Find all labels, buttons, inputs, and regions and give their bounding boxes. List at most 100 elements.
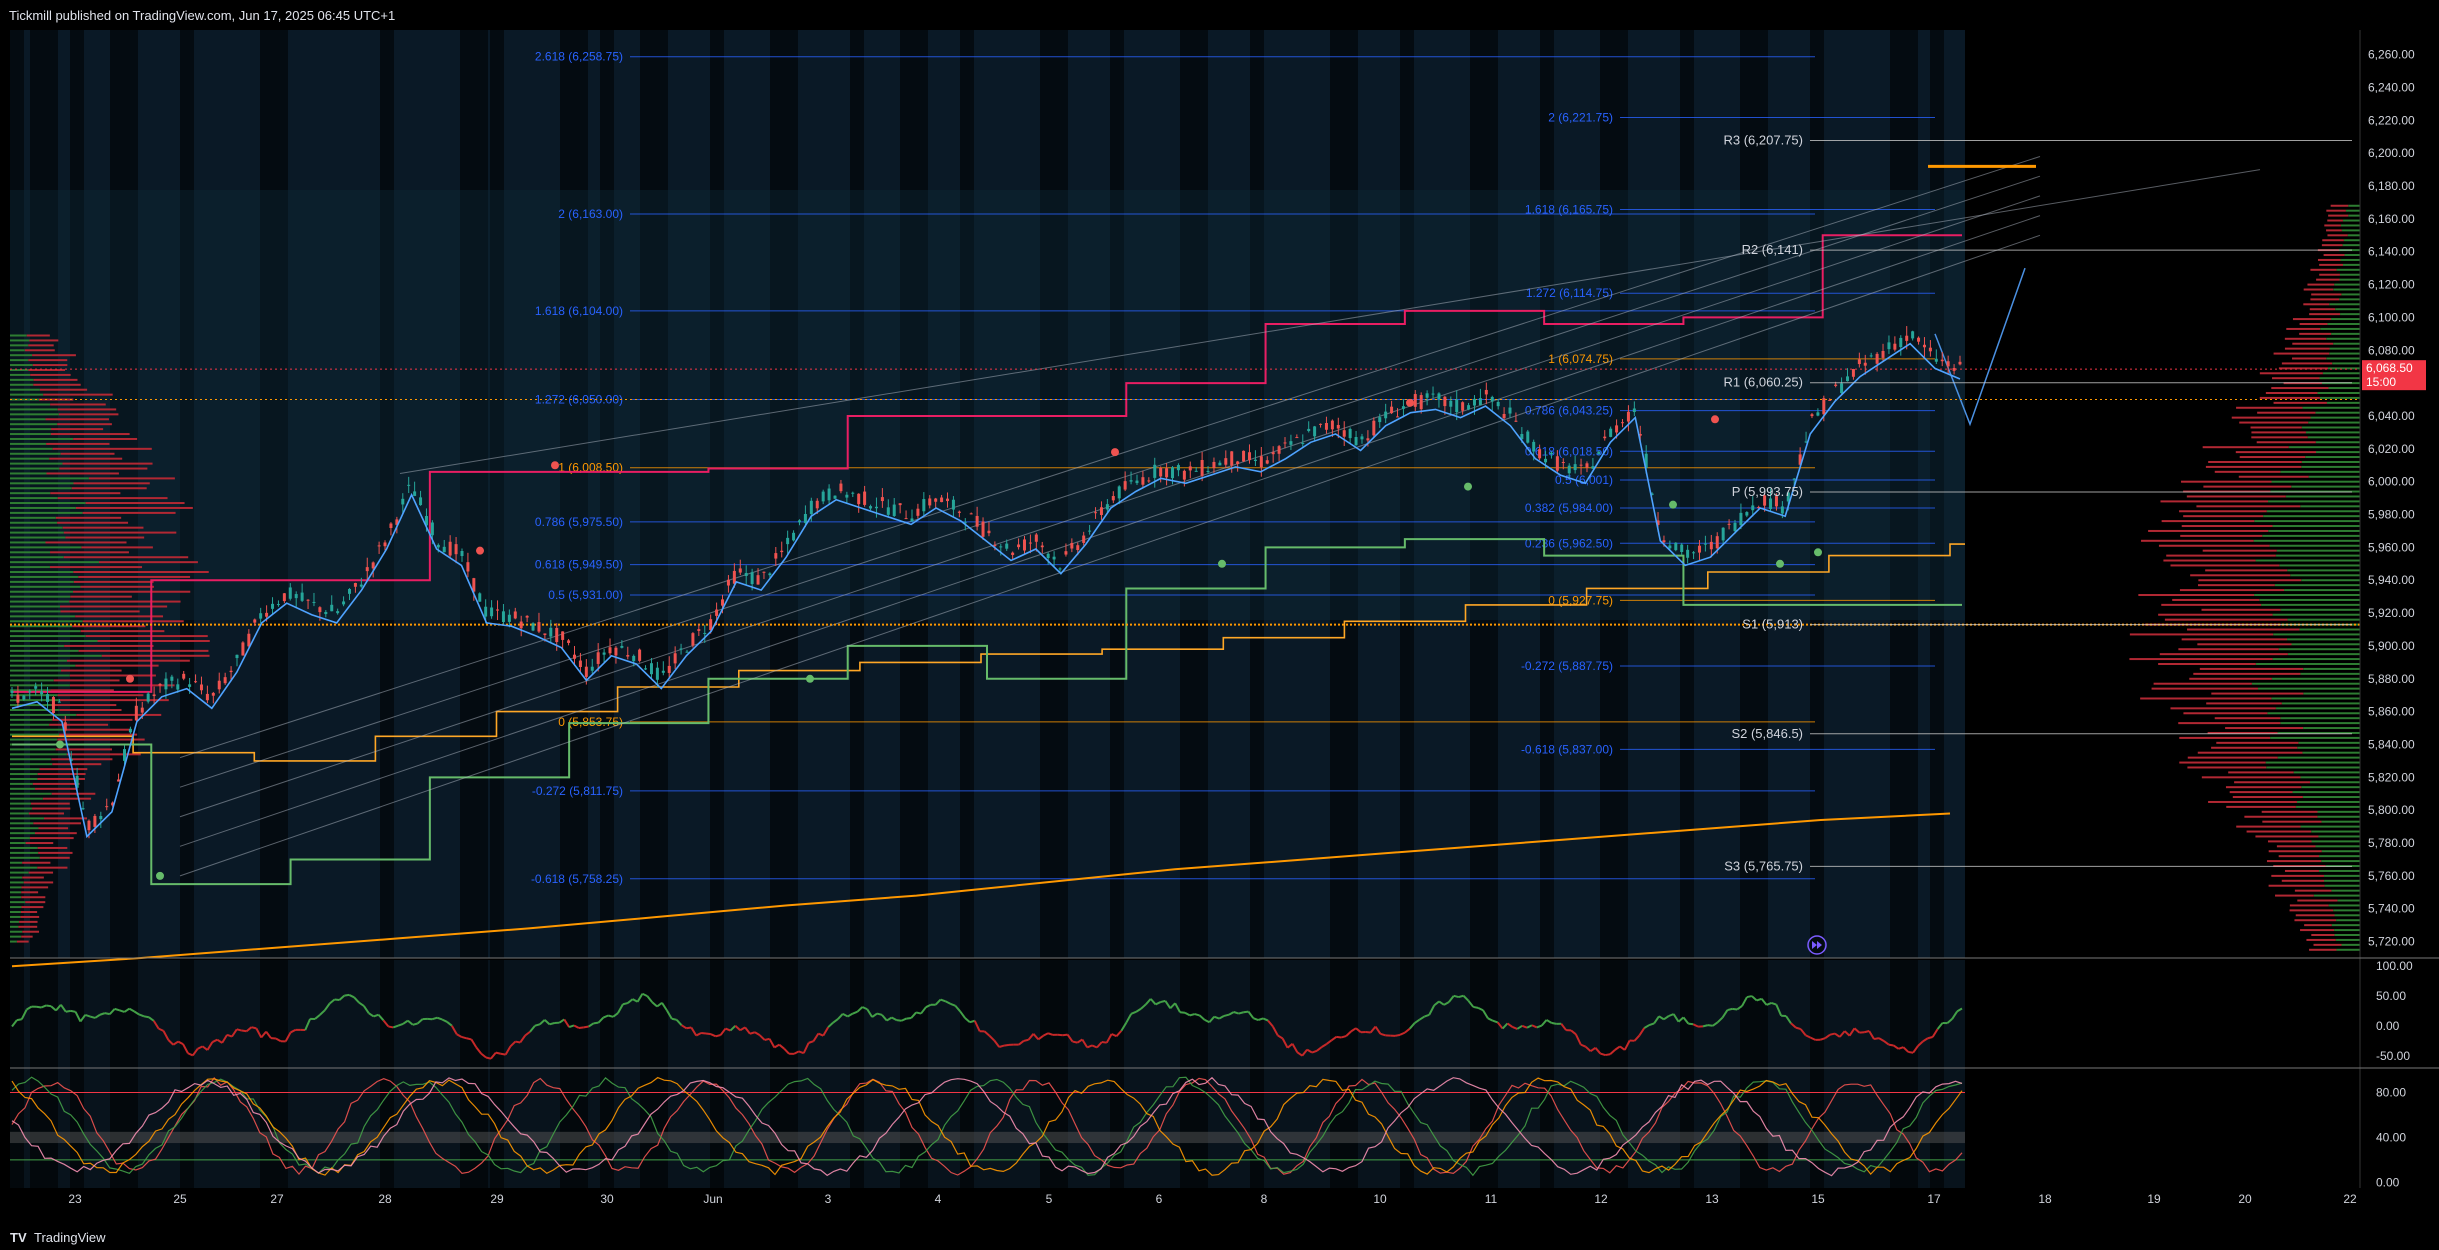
candle-body <box>969 513 973 515</box>
candle-body <box>1336 424 1340 429</box>
rsi-segment <box>148 1016 155 1022</box>
candle-body <box>1934 358 1938 362</box>
rsi-segment <box>1688 1022 1694 1026</box>
rsi-segment <box>1228 1011 1235 1016</box>
tradingview-brand[interactable]: TradingView <box>34 1230 106 1245</box>
rsi-segment <box>446 1021 453 1027</box>
candle-body <box>721 599 725 606</box>
candle-body <box>1745 512 1749 516</box>
fib-right-label: 0.382 (5,984.00) <box>1525 501 1613 515</box>
candle-body <box>1247 452 1251 461</box>
vp-left-bar-down <box>23 881 54 884</box>
rsi-segment <box>290 1029 296 1034</box>
vp-right-bar-down <box>2193 672 2301 675</box>
vp-right-bar-down <box>2328 214 2349 217</box>
candle-body <box>460 550 464 557</box>
vp-right-bar-down <box>2214 470 2281 473</box>
candle-body <box>1259 456 1263 468</box>
rsi-segment <box>1908 1050 1914 1054</box>
candle-body <box>987 530 991 534</box>
rsi-segment <box>1760 998 1768 1006</box>
candle-body <box>1200 459 1204 476</box>
rsi-segment <box>441 1018 448 1023</box>
candle-body <box>1828 399 1832 401</box>
vp-right-bar-up <box>2339 278 2360 281</box>
fib-left-label: 0 (5,853.75) <box>558 715 623 729</box>
rsi-segment <box>1120 1022 1128 1032</box>
rsi-segment <box>1785 1015 1792 1024</box>
rsi-segment <box>1473 1005 1479 1009</box>
rsi-segment <box>495 1051 501 1055</box>
date-tick-label: 28 <box>378 1192 392 1206</box>
candle-body <box>1538 449 1542 459</box>
candle-body <box>679 648 683 650</box>
rsi-segment <box>1506 1022 1513 1028</box>
vp-left-bar-up <box>10 644 65 647</box>
candle-body <box>1034 534 1038 542</box>
vp-left-bar-down <box>66 728 130 731</box>
rsi-segment <box>275 1037 282 1043</box>
vp-left-bar-up <box>10 600 70 603</box>
ma-short <box>11 342 1961 839</box>
vp-right-bar-down <box>2304 924 2332 927</box>
candle-body <box>1111 496 1115 501</box>
candle-body <box>158 683 162 686</box>
vp-left-bar-down <box>55 748 113 751</box>
candle-body <box>1863 362 1867 366</box>
rsi-segment <box>1692 1023 1699 1028</box>
vp-left-bar-down <box>73 437 138 440</box>
tradingview-logo-icon[interactable]: TV <box>10 1230 27 1245</box>
rsi-segment <box>847 1012 854 1018</box>
rsi-segment <box>1917 1040 1924 1047</box>
vp-right-bar-up <box>2287 638 2360 641</box>
vp-left-bar-down <box>52 447 152 450</box>
rsi-segment <box>1311 1049 1318 1054</box>
candle-body <box>472 578 476 592</box>
rsi-segment <box>1125 1013 1133 1024</box>
fib-left-label: -0.618 (5,758.25) <box>531 872 623 886</box>
candle-body <box>176 684 180 690</box>
vp-right-bar-up <box>2323 874 2360 877</box>
rsi-segment <box>1072 1040 1078 1044</box>
candle-body <box>1615 425 1619 433</box>
signal-dot <box>1776 559 1784 568</box>
vp-right-bar-down <box>2207 731 2278 734</box>
candle-body <box>780 550 784 553</box>
candle-body <box>324 611 328 615</box>
candle-body <box>1650 493 1654 495</box>
vp-right-bar-up <box>2301 460 2360 463</box>
vp-left-bar-up <box>10 497 58 500</box>
vp-left-bar-up <box>10 866 38 869</box>
vp-right-bar-down <box>2326 229 2342 232</box>
vp-right-bar-down <box>2238 475 2309 478</box>
trend-channel-line <box>179 195 2041 818</box>
rsi-segment <box>1526 1024 1533 1029</box>
vp-right-bar-up <box>2287 569 2360 572</box>
vp-right-bar-down <box>2295 914 2335 917</box>
vp-left-bar-up <box>10 886 22 889</box>
rsi-segment <box>622 1002 629 1006</box>
rsi-segment <box>20 1009 28 1020</box>
vp-right-bar-down <box>2158 613 2273 616</box>
candle-body <box>1774 496 1778 507</box>
candle-body <box>1626 411 1630 422</box>
candle-body <box>981 521 985 537</box>
rsi-segment <box>1066 1034 1074 1043</box>
candle-body <box>1662 540 1666 543</box>
vp-right-bar-down <box>2172 598 2260 601</box>
rsi-segment <box>754 1031 761 1037</box>
vp-left-bar-up <box>10 782 33 785</box>
rsi-segment <box>1633 1034 1641 1042</box>
stoch-midband <box>10 1131 1965 1144</box>
vp-left-bar-down <box>65 536 145 539</box>
vp-left-bar-down <box>80 630 165 633</box>
vp-right-bar-up <box>2317 815 2360 818</box>
vp-right-bar-down <box>2181 638 2288 641</box>
candle-body <box>93 815 97 827</box>
vp-left-bar-down <box>75 615 164 618</box>
vp-left-bar-down <box>37 777 86 780</box>
rsi-segment <box>1521 1024 1528 1029</box>
vp-right-bar-down <box>2316 278 2340 281</box>
price-tick-label: 6,000.00 <box>2368 475 2415 489</box>
